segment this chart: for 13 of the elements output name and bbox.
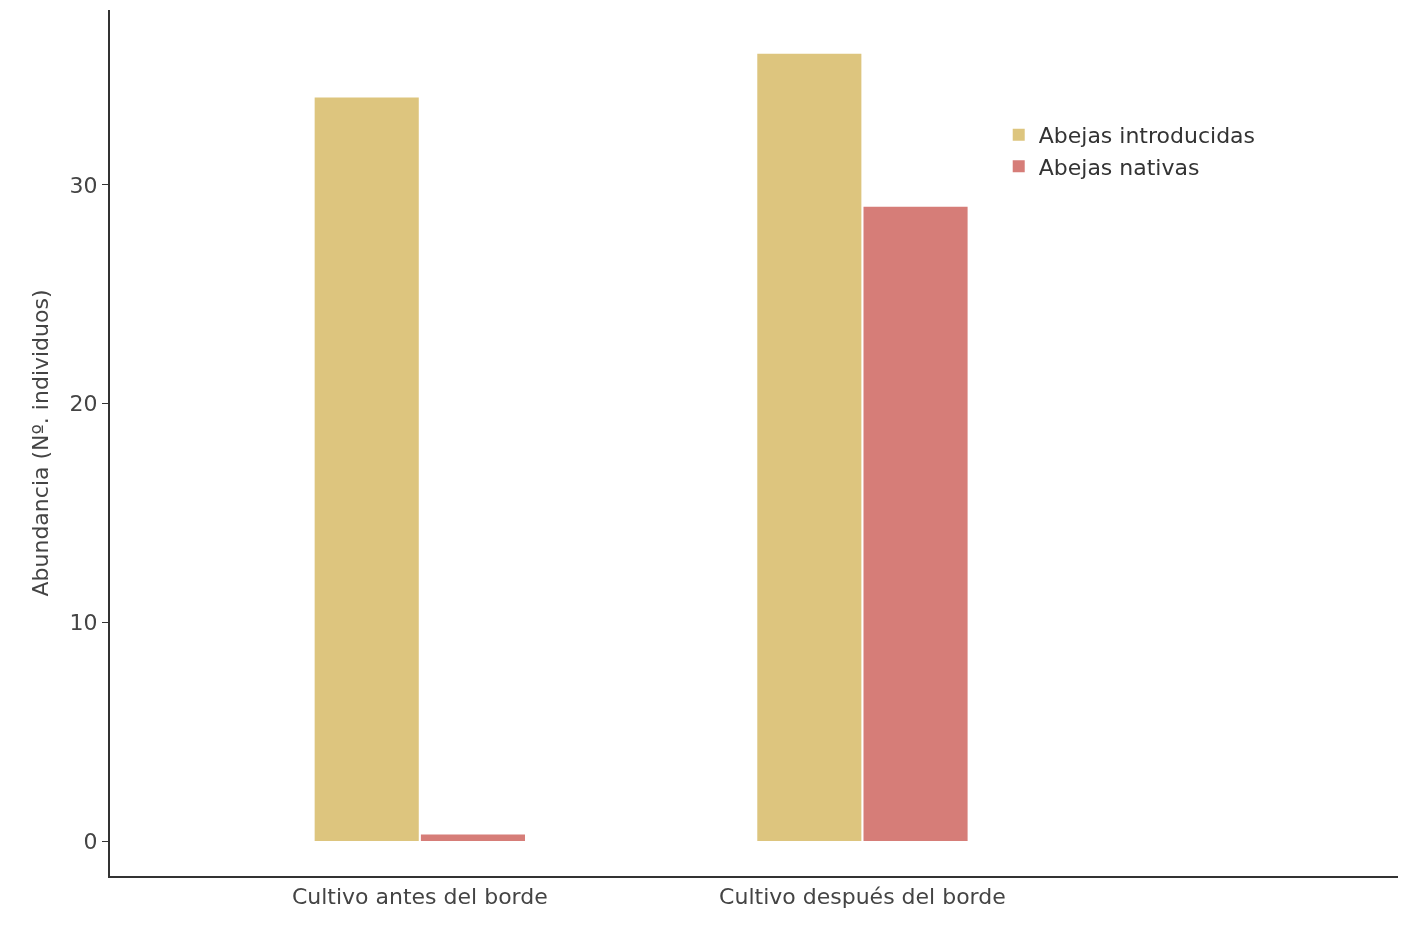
bar <box>420 834 525 842</box>
y-tick-label: 0 <box>83 828 98 854</box>
bar <box>757 53 862 842</box>
legend-label: Abejas introducidas <box>1038 123 1256 149</box>
legend-label: Abejas nativas <box>1038 154 1200 180</box>
x-tick-label: Cultivo antes del borde <box>291 884 548 910</box>
y-axis-title: Abundancia (Nº. individuos) <box>27 289 53 597</box>
y-tick-label: 30 <box>69 172 98 198</box>
y-tick-label: 20 <box>69 391 98 417</box>
y-tick-label: 10 <box>69 610 98 636</box>
bar <box>314 97 419 842</box>
bar <box>863 206 968 842</box>
x-tick-label: Cultivo después del borde <box>719 884 1006 910</box>
